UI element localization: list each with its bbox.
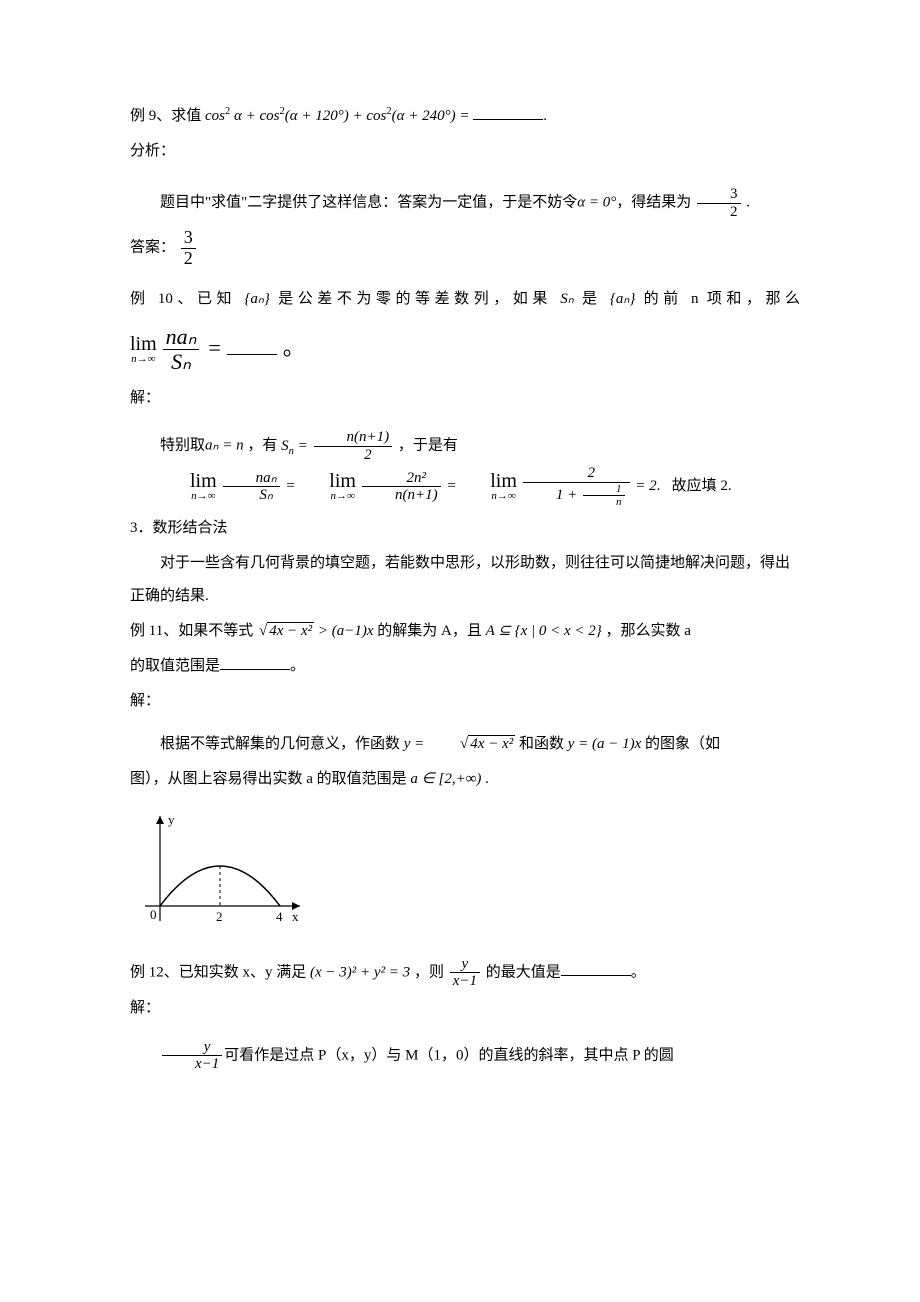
ex12-frac2: yx−1: [162, 1039, 222, 1073]
ex11-l2: 的解集为 A，且: [377, 623, 482, 639]
ex10-conclusion: 故应填 2.: [672, 478, 732, 494]
graph-xlabel: x: [292, 909, 299, 924]
ex12-frac: yx−1: [450, 956, 480, 990]
y2: y = (a − 1)x: [568, 736, 642, 752]
ex11-sol-label: 解：: [130, 685, 800, 718]
section3-text: 对于一些含有几何背景的填空题，若能数中思形，以形助数，则往往可以简捷地解决问题，…: [130, 547, 800, 613]
ex10-l1: 例 10、已知: [130, 291, 236, 307]
ex11-l3: ，那么实数 a: [606, 623, 691, 639]
ex12-problem: 例 12、已知实数 x、y 满足 (x − 3)² + y² = 3 ，则 yx…: [130, 956, 800, 990]
ex10-s2: ，有: [247, 438, 277, 454]
ex11-problem-l2: 的取值范围是 。: [130, 650, 800, 683]
ex11-blank: [220, 655, 290, 670]
ex9-result-frac: 32: [697, 186, 741, 220]
ex11-s2: 和函数: [519, 736, 564, 752]
sqrt1: 4x − x²: [257, 615, 314, 648]
ex9-answer-label: 答案：: [130, 240, 175, 256]
ex12-blank: [561, 961, 631, 976]
ex9-label: 例 9、求值: [130, 108, 201, 124]
ex9-problem: 例 9、求值 cos2 α + cos2(α + 120°) + cos2(α …: [130, 100, 800, 133]
ex12-s1: 可看作是过点 P（x，y）与 M（1，0）的直线的斜率，其中点 P 的圆: [224, 1047, 673, 1063]
ex10-res: = 2: [635, 478, 656, 494]
subset: A ⊆ {x | 0 < x < 2}: [486, 623, 602, 639]
ex11-p4: 。: [290, 658, 305, 674]
ex9-analysis-text2: ，得结果为: [616, 194, 691, 210]
alpha-zero: α = 0°: [577, 194, 616, 210]
sqrt2: 4x − x²: [428, 728, 515, 761]
ex11-problem: 例 11、如果不等式 4x − x² > (a−1)x 的解集为 A，且 A ⊆…: [130, 615, 800, 648]
ex10-period: 。: [283, 335, 305, 360]
ex11-l1: 例 11、如果不等式: [130, 623, 253, 639]
ex12-l2: ，则: [414, 964, 444, 980]
ex9-analysis: 题目中"求值"二字提供了这样信息：答案为一定值，于是不妨令α = 0°，得结果为…: [130, 186, 800, 220]
ex10-s3: ，于是有: [398, 438, 458, 454]
an-eq-n: aₙ = n: [205, 438, 244, 454]
range: a ∈ [2,+∞): [410, 771, 481, 787]
ex9-answer-frac: 32: [181, 228, 196, 269]
ex11-sol-line2: 图），从图上容易得出实数 a 的取值范围是 a ∈ [2,+∞) .: [130, 763, 800, 796]
ex10-seq1: {aₙ}: [244, 291, 269, 307]
ex10-limit-expr: limn→∞naₙSₙ = 。: [130, 324, 800, 375]
ex10-s1: 特别取: [160, 438, 205, 454]
ex9-blank: [473, 105, 543, 120]
graph-tick-0: 0: [150, 907, 157, 922]
ex11-graph: 0 2 4 x y: [130, 806, 310, 936]
ex11-s3: 的图象（如: [645, 736, 720, 752]
ex12-sol-label: 解：: [130, 992, 800, 1025]
lim-icon-3: limn→∞: [299, 471, 356, 502]
ex10-blank: [227, 333, 277, 355]
ex11-l4: 的取值范围是: [130, 658, 220, 674]
ex10-l2: 是公差不为零的等差数列，如果: [278, 291, 552, 307]
ex10-sol-chain: limn→∞naₙSₙ = limn→∞2n²n(n+1) = limn→∞21…: [130, 465, 800, 508]
graph-tick-4: 4: [276, 909, 283, 924]
ex10-seq2: {aₙ}: [610, 291, 635, 307]
lim-icon-2: limn→∞: [160, 471, 217, 502]
section3-title: 3．数形结合法: [130, 512, 800, 545]
ex11-s1: 根据不等式解集的几何意义，作函数: [160, 736, 400, 752]
ex10-l4: 的前 n 项和，那么: [644, 291, 800, 307]
ex10-sol-line1: 特别取aₙ = n ，有 Sn = n(n+1)2 ，于是有: [130, 429, 800, 463]
ex9-answer: 答案： 32: [130, 228, 800, 269]
ex9-expr: cos2 α + cos2(α + 120°) + cos2(α + 240°)…: [205, 108, 473, 124]
ex12-p: 。: [631, 964, 646, 980]
lim-icon: limn→∞: [130, 334, 157, 365]
ineq-r: > (a−1)x: [314, 623, 373, 639]
lim-icon-4: limn→∞: [460, 471, 517, 502]
graph-tick-2: 2: [216, 909, 223, 924]
ex9-analysis-label: 分析：: [130, 135, 800, 168]
ex10-sol-label: 解：: [130, 382, 800, 415]
ex12-sol-line1: yx−1可看作是过点 P（x，y）与 M（1，0）的直线的斜率，其中点 P 的圆: [130, 1039, 800, 1073]
graph-ylabel: y: [168, 812, 175, 827]
ex9-analysis-text1: 题目中"求值"二字提供了这样信息：答案为一定值，于是不妨令: [160, 194, 577, 210]
ex10-sn: Sₙ: [560, 291, 573, 307]
circle: (x − 3)² + y² = 3: [310, 964, 410, 980]
ex10-l3: 是: [582, 291, 602, 307]
ex10-problem-line1: 例 10、已知 {aₙ} 是公差不为零的等差数列，如果 Sₙ 是 {aₙ} 的前…: [130, 283, 800, 316]
ex11-sol-line1: 根据不等式解集的几何意义，作函数 y = 4x − x² 和函数 y = (a …: [130, 728, 800, 761]
ex12-l1: 例 12、已知实数 x、y 满足: [130, 964, 306, 980]
ex12-l3: 的最大值是: [486, 964, 561, 980]
ex11-s4: 图），从图上容易得出实数 a 的取值范围是: [130, 771, 407, 787]
eq: =: [201, 335, 227, 360]
